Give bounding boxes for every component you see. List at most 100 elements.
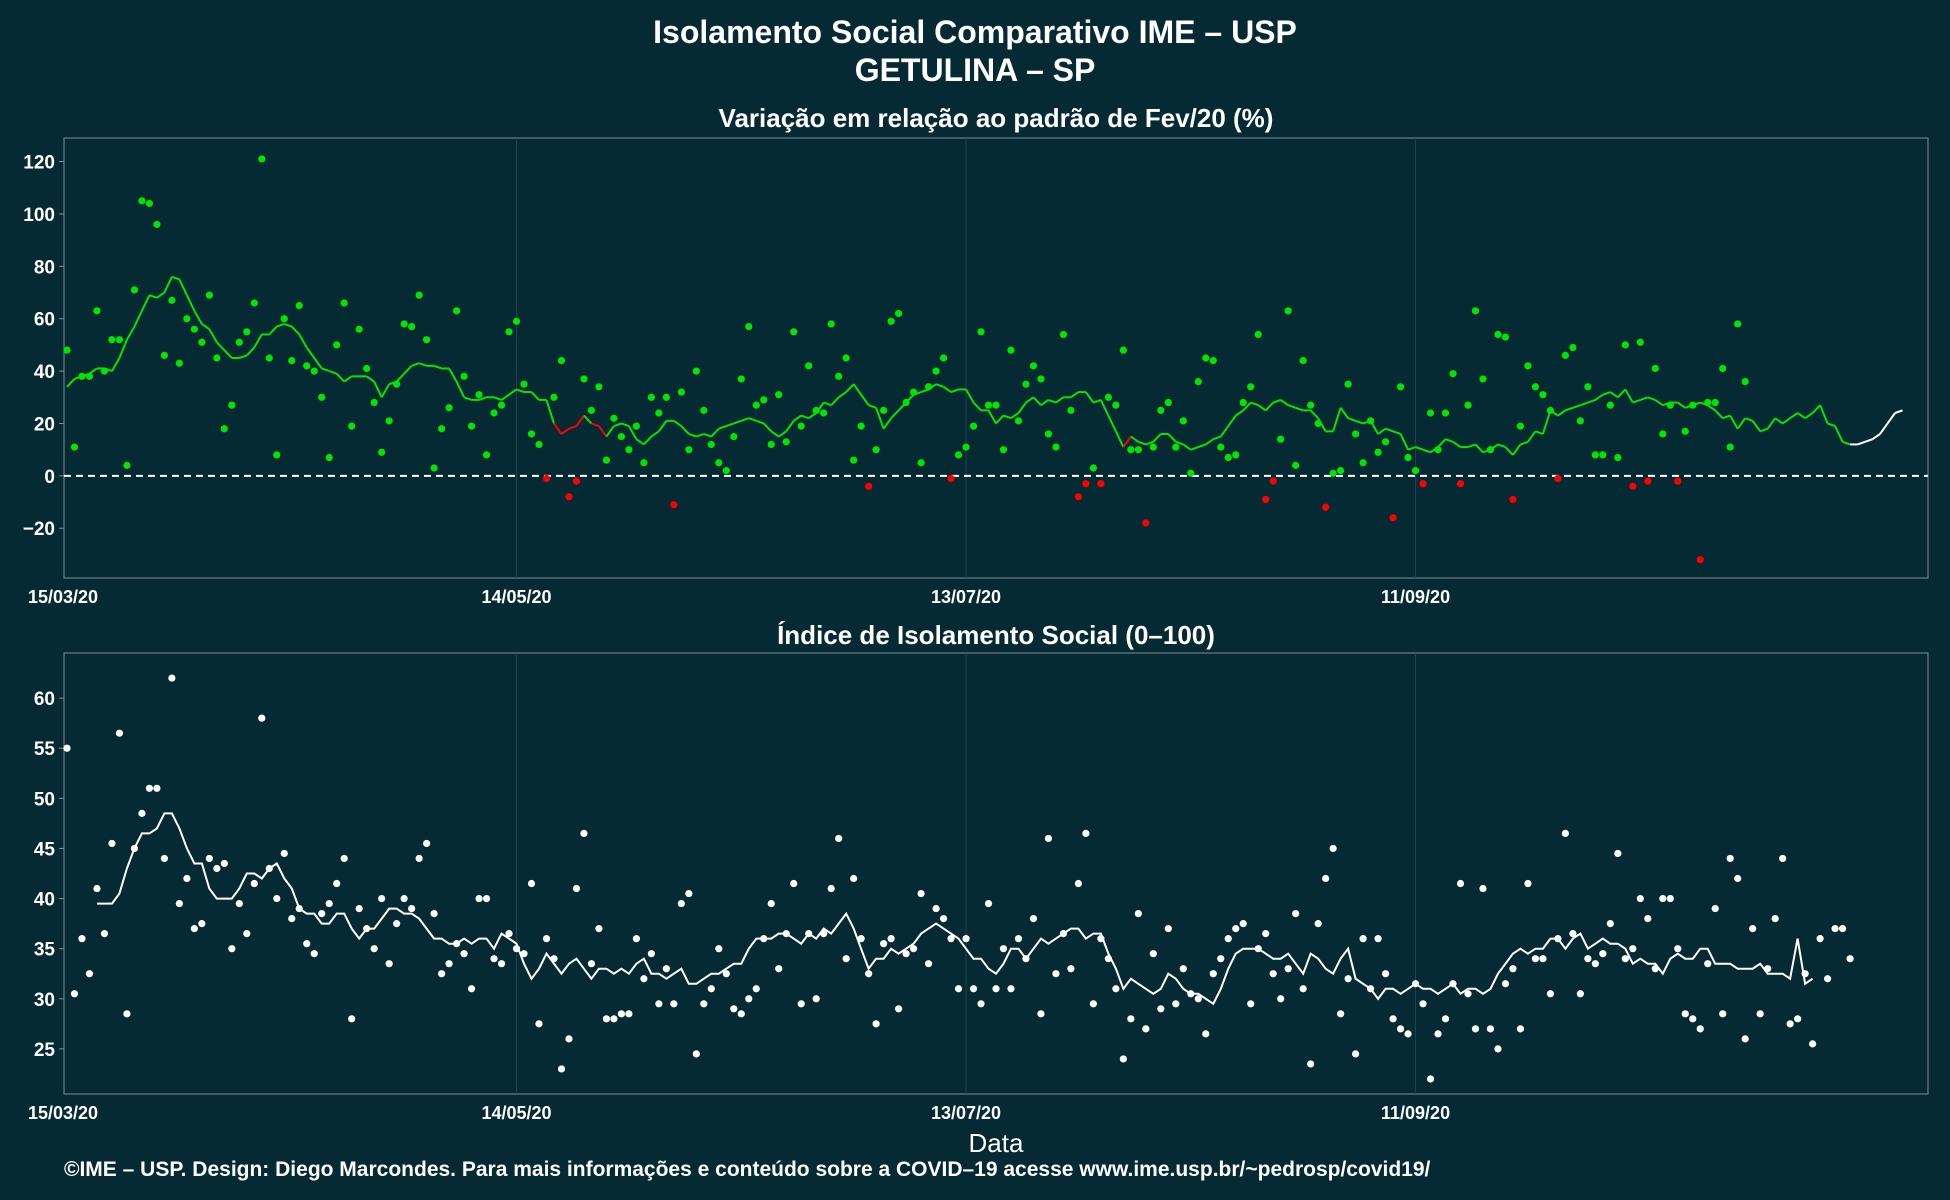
footer-credits: ©IME – USP. Design: Diego Marcondes. Par…	[64, 1158, 1431, 1181]
average-line-segment	[688, 433, 697, 438]
data-point	[1322, 503, 1330, 511]
data-point	[715, 945, 723, 953]
data-point	[1269, 970, 1277, 978]
data-point	[992, 985, 1000, 993]
average-line-segment	[1871, 433, 1881, 441]
average-line-segment	[216, 341, 226, 351]
data-point	[625, 446, 633, 454]
data-point	[632, 422, 640, 430]
data-point	[1584, 955, 1592, 963]
data-point	[1381, 438, 1390, 446]
data-point	[1531, 955, 1540, 963]
average-line-segment	[328, 370, 338, 375]
data-point	[108, 839, 116, 848]
y-tick-label: 0	[44, 467, 55, 488]
data-point	[977, 1000, 985, 1008]
average-line-segment	[860, 394, 870, 406]
average-line-segment	[1864, 438, 1873, 443]
average-line-segment	[770, 430, 780, 438]
data-point	[1674, 945, 1682, 953]
data-point	[1224, 935, 1232, 943]
data-point	[1501, 333, 1510, 341]
data-point	[1516, 1025, 1525, 1033]
y-tick-label: 60	[34, 310, 55, 331]
average-line-segment	[838, 391, 847, 399]
data-point	[1089, 1000, 1097, 1008]
data-point	[205, 291, 213, 299]
average-line-segment	[995, 414, 1005, 425]
average-line-segment	[650, 430, 660, 438]
data-point	[1067, 965, 1075, 973]
average-line-segment	[748, 417, 757, 422]
average-line-segment	[395, 373, 405, 383]
data-point	[1112, 401, 1120, 409]
average-line-segment	[1819, 404, 1829, 424]
data-point	[1172, 1000, 1180, 1008]
average-line-segment	[88, 367, 98, 375]
data-point	[1419, 480, 1427, 488]
data-point	[595, 925, 603, 933]
data-point	[408, 904, 416, 913]
data-point	[924, 960, 933, 968]
average-line-segment	[1227, 415, 1237, 427]
average-line-segment	[411, 362, 420, 367]
data-point	[1554, 474, 1562, 483]
data-point	[887, 935, 895, 943]
average-line-segment	[1399, 433, 1409, 451]
data-point	[760, 396, 768, 404]
average-line-segment	[1774, 417, 1784, 425]
average-line-segment	[1580, 401, 1589, 407]
y-tick-label: 80	[34, 257, 55, 278]
data-point	[1359, 459, 1367, 467]
data-point	[1449, 980, 1457, 988]
average-line-segment	[591, 422, 600, 428]
data-point	[797, 422, 805, 430]
x-tick-label: 13/07/20	[931, 1103, 1001, 1123]
data-point	[969, 985, 978, 993]
data-point	[1209, 357, 1217, 365]
data-point	[1434, 1030, 1442, 1038]
average-line-segment	[1535, 430, 1544, 435]
data-point	[1644, 915, 1652, 923]
average-line-segment	[1355, 419, 1364, 425]
average-line-segment	[935, 383, 944, 388]
average-line-segment	[1107, 415, 1117, 432]
average-line-segment	[1497, 443, 1506, 448]
data-point	[1067, 406, 1075, 414]
data-point	[1449, 370, 1457, 378]
average-line-segment	[141, 294, 151, 312]
data-point	[730, 432, 738, 441]
data-point	[617, 432, 626, 441]
average-line-segment	[658, 420, 668, 432]
data-point	[228, 401, 236, 409]
average-line-segment	[1138, 440, 1147, 446]
data-point	[340, 854, 348, 863]
data-point	[887, 317, 895, 325]
data-point	[100, 367, 109, 375]
data-point	[1262, 495, 1270, 504]
average-line-segment	[1415, 446, 1424, 451]
x-tick-label: 15/03/20	[28, 1103, 98, 1123]
average-line-segment	[695, 433, 705, 438]
data-point	[842, 955, 850, 963]
data-point	[385, 960, 393, 968]
data-point	[752, 985, 760, 993]
average-line-segment	[1736, 417, 1747, 430]
index-panel: Índice de Isolamento Social (0–100) 15/03…	[28, 620, 1929, 1158]
data-point	[1629, 482, 1637, 490]
y-tick-label: 30	[34, 990, 55, 1011]
x-tick-label: 14/05/20	[481, 1103, 551, 1123]
data-point	[1142, 1025, 1150, 1033]
y-tick-label: 60	[34, 689, 55, 710]
data-point	[423, 839, 431, 848]
data-point	[767, 899, 775, 908]
data-point	[160, 351, 168, 359]
data-point	[1591, 451, 1599, 459]
data-point	[1689, 401, 1697, 409]
data-point	[85, 970, 94, 978]
average-line-segment	[1167, 433, 1177, 443]
average-line-segment	[1377, 427, 1387, 435]
average-line-segment	[1894, 409, 1903, 414]
data-point	[1734, 874, 1742, 883]
